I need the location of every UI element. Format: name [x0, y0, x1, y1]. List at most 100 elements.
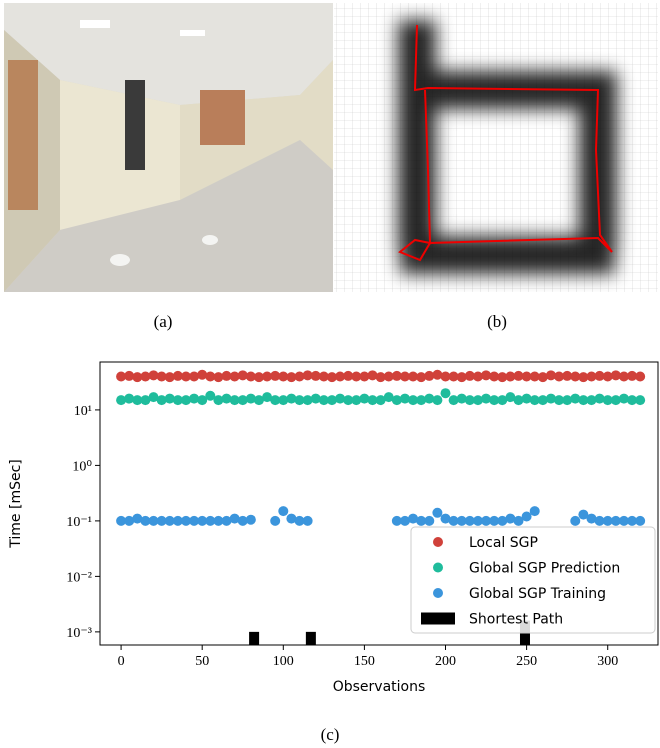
point	[562, 370, 573, 381]
point	[197, 369, 208, 380]
point	[578, 372, 589, 383]
point	[326, 395, 337, 406]
x-axis-label: Observations	[333, 679, 426, 695]
point	[489, 371, 500, 382]
point	[399, 371, 410, 382]
point	[424, 370, 435, 381]
point	[172, 515, 183, 526]
point	[529, 506, 540, 517]
point	[359, 393, 370, 404]
point	[189, 393, 200, 404]
point	[343, 395, 354, 406]
point	[408, 371, 419, 382]
point	[627, 515, 638, 526]
point	[635, 371, 646, 382]
point	[180, 515, 191, 526]
point	[529, 395, 540, 406]
point	[586, 395, 597, 406]
point	[116, 395, 127, 406]
point	[318, 371, 329, 382]
point	[578, 395, 589, 406]
point	[116, 371, 127, 382]
point	[570, 393, 581, 404]
point	[456, 393, 467, 404]
point	[156, 515, 167, 526]
point	[213, 372, 224, 383]
point	[456, 372, 467, 383]
point	[156, 395, 167, 406]
point	[472, 395, 483, 406]
point	[586, 513, 597, 524]
point	[132, 513, 143, 524]
caption: (a)	[154, 312, 173, 331]
point	[416, 515, 427, 526]
point	[408, 395, 419, 406]
point	[448, 395, 459, 406]
point	[432, 395, 443, 406]
point	[440, 388, 451, 399]
point	[545, 370, 556, 381]
point	[610, 395, 621, 406]
point	[124, 370, 135, 381]
point	[505, 513, 516, 524]
point	[205, 515, 216, 526]
point	[335, 371, 346, 382]
point	[537, 372, 548, 383]
y-tick-label: 10⁻¹	[66, 515, 92, 530]
point	[497, 515, 508, 526]
point	[132, 372, 143, 383]
point	[237, 515, 248, 526]
point	[172, 370, 183, 381]
point	[140, 371, 151, 382]
point	[383, 371, 394, 382]
point	[132, 395, 143, 406]
point	[408, 513, 419, 524]
bar	[305, 631, 316, 645]
legend-label: Shortest Path	[469, 612, 563, 628]
point	[278, 506, 289, 517]
point	[164, 515, 175, 526]
point	[570, 371, 581, 382]
point	[262, 371, 273, 382]
point	[245, 371, 256, 382]
point	[221, 515, 232, 526]
point	[359, 371, 370, 382]
chart: 0 50 100 150 200 250 300 10⁻³ 10⁻² 10⁻¹ 10⁰ 10¹ Obse…	[8, 361, 659, 695]
point	[124, 393, 135, 404]
legend-marker	[433, 588, 443, 598]
point	[505, 371, 516, 382]
point	[237, 370, 248, 381]
y-tick-label: 10¹	[74, 404, 92, 419]
bar	[249, 631, 260, 645]
point	[213, 515, 224, 526]
point	[286, 372, 297, 383]
point	[253, 372, 264, 383]
point	[294, 515, 305, 526]
point	[180, 371, 191, 382]
point	[294, 371, 305, 382]
point	[529, 371, 540, 382]
legend-label: Global SGP Training	[469, 586, 606, 602]
point	[302, 395, 313, 406]
occupancy-map	[334, 3, 658, 292]
point	[602, 371, 613, 382]
point	[481, 515, 492, 526]
point	[189, 371, 200, 382]
y-axis-label: Time [mSec]	[8, 459, 24, 548]
point	[497, 372, 508, 383]
point	[310, 370, 321, 381]
point	[294, 395, 305, 406]
point	[440, 513, 451, 524]
point	[570, 515, 581, 526]
point	[481, 393, 492, 404]
point	[618, 371, 629, 382]
point	[148, 392, 159, 403]
point	[229, 513, 240, 524]
point	[213, 395, 224, 406]
caption: (c)	[321, 725, 340, 744]
point	[618, 515, 629, 526]
point	[602, 515, 613, 526]
point	[367, 395, 378, 406]
point	[148, 515, 159, 526]
x-tick-label: 200	[435, 654, 456, 669]
